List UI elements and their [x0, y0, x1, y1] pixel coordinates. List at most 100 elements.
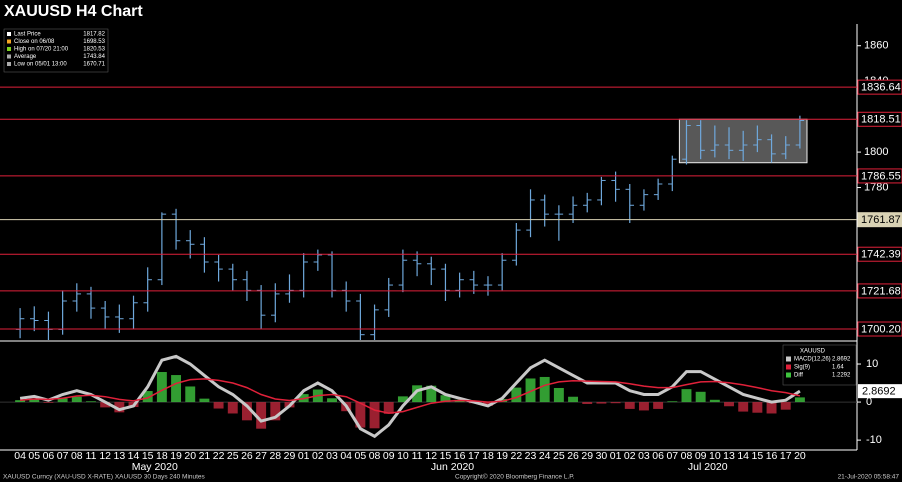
- x-tick-label: 19: [496, 450, 508, 462]
- diff-bar: [57, 398, 68, 403]
- last-value-box: [858, 384, 902, 399]
- diff-bar: [667, 401, 678, 403]
- x-tick-label: 14: [737, 450, 749, 462]
- y-tick-label: 1780: [864, 181, 888, 193]
- diff-bar: [15, 400, 26, 403]
- level-label-box: [857, 111, 902, 127]
- diff-bar: [412, 385, 423, 403]
- diff-bar: [171, 375, 182, 403]
- footer-text: Copyright© 2020 Bloomberg Finance L.P.: [455, 473, 575, 481]
- diff-bar: [29, 399, 40, 403]
- x-tick-label: 05: [28, 450, 40, 462]
- diff-bar: [142, 391, 153, 403]
- legend-swatch: [7, 39, 11, 44]
- x-tick-label: 10: [397, 450, 409, 462]
- x-tick-label: 03: [326, 450, 338, 462]
- diff-bar: [525, 378, 536, 403]
- level-label-box: [857, 321, 902, 337]
- diff-bar: [270, 402, 281, 421]
- level-label-box: [857, 168, 902, 184]
- last-value-label: 2.8692: [862, 386, 896, 398]
- legend-swatch: [7, 62, 11, 66]
- x-tick-label: 08: [369, 450, 381, 462]
- legend-swatch: [7, 54, 11, 59]
- diff-bar: [241, 402, 252, 421]
- x-tick-label: 04: [340, 450, 352, 462]
- diff-bar: [43, 402, 54, 403]
- x-tick-label: 17: [780, 450, 792, 462]
- y-tick-label: 10: [866, 358, 878, 370]
- x-tick-label: 05: [355, 450, 367, 462]
- legend-value: 1670.71: [83, 62, 105, 68]
- macd-line: [20, 378, 801, 414]
- diff-bar: [440, 395, 451, 403]
- diff-bar: [568, 396, 579, 403]
- level-label: 1786.55: [861, 170, 901, 182]
- diff-bar: [794, 397, 805, 403]
- level-label-box: [857, 283, 902, 299]
- x-tick-label: 01: [610, 450, 622, 462]
- x-tick-label: 07: [666, 450, 678, 462]
- diff-bar: [709, 399, 720, 403]
- x-tick-label: 08: [71, 450, 83, 462]
- x-tick-label: 22: [213, 450, 225, 462]
- x-tick-label: 11: [86, 450, 97, 462]
- diff-bar: [227, 402, 238, 414]
- x-tick-label: 15: [752, 450, 764, 462]
- diff-bar: [86, 401, 96, 403]
- legend-value: 1817.82: [83, 32, 105, 38]
- legend-value: 2.8692: [832, 357, 851, 363]
- level-label: 1761.87: [861, 214, 901, 226]
- diff-bar: [553, 387, 564, 403]
- x-tick-label: 04: [14, 450, 26, 462]
- x-tick-label: 25: [553, 450, 565, 462]
- diff-bar: [71, 396, 82, 403]
- legend-value: 1743.84: [83, 54, 105, 60]
- diff-bar: [511, 387, 522, 403]
- x-tick-label: 30: [596, 450, 608, 462]
- diff-bar: [369, 402, 380, 429]
- legend-value: 1.2292: [832, 373, 851, 379]
- legend-label: Last Price: [14, 32, 41, 38]
- x-tick-label: 11: [412, 450, 423, 462]
- x-tick-label: 13: [723, 450, 735, 462]
- level-label: 1818.51: [861, 114, 901, 126]
- diff-bar: [383, 402, 394, 414]
- macd-legend-title: XAUUSD: [800, 349, 826, 355]
- y-tick-label: 0: [866, 396, 872, 408]
- diff-bar: [695, 391, 706, 403]
- level-label: 1721.68: [861, 285, 901, 297]
- month-label: Jun 2020: [431, 461, 474, 473]
- x-tick-label: 20: [184, 450, 196, 462]
- diff-bar: [483, 402, 493, 406]
- x-tick-label: 19: [170, 450, 182, 462]
- x-tick-label: 26: [241, 450, 253, 462]
- legend-swatch: [7, 47, 11, 51]
- x-tick-label: 15: [142, 450, 154, 462]
- diff-bar: [185, 386, 196, 403]
- diff-bar: [582, 402, 593, 404]
- diff-bar: [624, 402, 635, 409]
- level-label-box: [857, 79, 902, 95]
- x-tick-label: 23: [525, 450, 537, 462]
- legend-label: Low on 05/01 13:00: [14, 62, 67, 68]
- diff-bar: [724, 402, 734, 407]
- x-tick-label: 28: [269, 450, 281, 462]
- x-tick-label: 16: [766, 450, 778, 462]
- diff-bar: [327, 398, 337, 403]
- x-tick-label: 09: [383, 450, 395, 462]
- footer-text: 21-Jul-2020 05:58:47: [838, 474, 900, 481]
- diff-bar: [653, 402, 664, 409]
- x-tick-label: 07: [57, 450, 69, 462]
- x-tick-label: 22: [510, 450, 522, 462]
- x-tick-label: 25: [227, 450, 239, 462]
- diff-bar: [596, 402, 607, 404]
- diff-bar: [738, 402, 749, 412]
- legend-swatch: [786, 356, 791, 362]
- diff-bar: [156, 372, 167, 403]
- diff-bar: [397, 396, 408, 403]
- x-tick-label: 14: [128, 450, 140, 462]
- legend-label: Diff: [794, 373, 803, 379]
- month-label: Jul 2020: [688, 461, 728, 473]
- diff-bar: [638, 402, 649, 411]
